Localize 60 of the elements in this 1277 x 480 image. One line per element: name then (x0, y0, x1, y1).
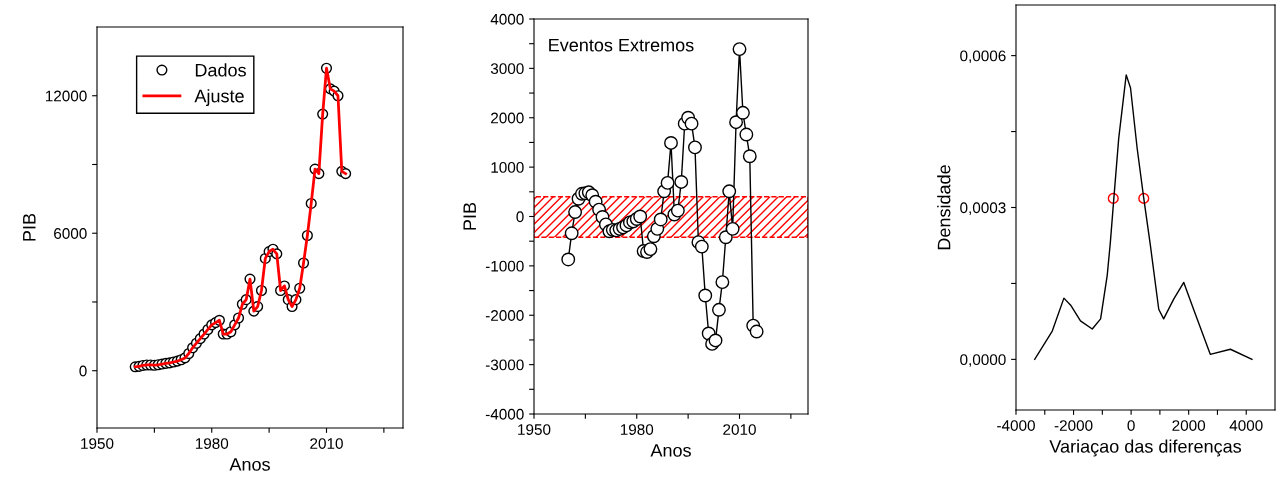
x-tick-label: 2010 (723, 424, 756, 435)
x-axis-title: Variaçao das diferenças (1049, 439, 1242, 457)
x-tick-label: 1980 (195, 438, 229, 449)
x-tick-label: 0 (1127, 420, 1135, 431)
y-tick-label: 4000 (490, 13, 524, 25)
y-tick-label: 0,0000 (960, 354, 1006, 367)
point (660, 175, 675, 190)
x-tick-label: 2000 (1172, 420, 1206, 431)
y-axis-title: PIB (463, 202, 476, 230)
point (684, 116, 699, 131)
point (732, 42, 747, 57)
line-series (1034, 74, 1253, 361)
x-axis-title: Anos (650, 444, 691, 457)
point (694, 239, 709, 254)
y-tick-label: -2000 (485, 310, 524, 321)
legend-label: Ajuste (194, 89, 244, 106)
point (664, 135, 678, 150)
y-tick-label: 0,0003 (960, 202, 1006, 215)
point (633, 209, 648, 224)
y-tick-label: -3000 (485, 359, 524, 371)
x-tick-label: 1950 (81, 438, 114, 449)
point (725, 221, 740, 236)
point (749, 324, 764, 339)
y-axis-title: PIB (23, 213, 36, 241)
point (568, 205, 583, 220)
point (739, 127, 754, 142)
y-axis-title: Densidade (937, 165, 951, 250)
y-tick-label: -4000 (485, 408, 524, 420)
x-tick-label: 2010 (310, 438, 343, 449)
y-tick-label: 6000 (54, 228, 87, 239)
y-tick-label: 3000 (490, 63, 524, 75)
x-tick-label: 4000 (1229, 420, 1263, 431)
point (653, 212, 668, 227)
x-tick-label: 1980 (620, 424, 654, 435)
point (643, 242, 658, 257)
point (561, 252, 576, 267)
y-tick-label: 0 (516, 211, 524, 223)
point (698, 288, 713, 303)
y-tick-label: -1000 (485, 260, 524, 272)
point (712, 302, 726, 317)
y-tick-label: 12000 (45, 90, 87, 102)
point (735, 105, 750, 120)
x-axis-title: Anos (229, 458, 270, 471)
x-tick-label: 1950 (518, 424, 551, 435)
point (674, 174, 689, 189)
point (722, 184, 737, 199)
y-tick-label: 0 (79, 365, 87, 377)
y-tick-label: 0,0006 (960, 50, 1006, 64)
point (564, 226, 579, 241)
y-tick-label: 2000 (491, 112, 524, 124)
point (742, 149, 757, 164)
annotation: Eventos Extremos (549, 38, 694, 52)
x-tick-label: -2000 (1054, 420, 1093, 431)
y-tick-label: 1000 (491, 161, 524, 173)
point (670, 203, 685, 218)
point (715, 275, 730, 290)
point (688, 140, 702, 155)
point (729, 115, 744, 130)
legend-label: Dados (195, 63, 246, 77)
x-tick-label: -4000 (997, 420, 1035, 431)
